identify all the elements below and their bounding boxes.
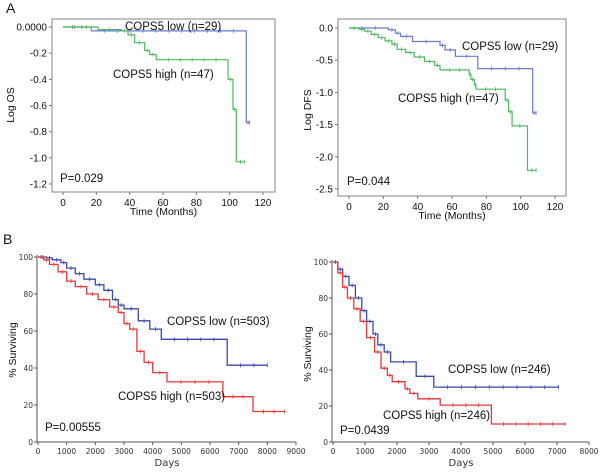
x-tick-label: 2000 <box>86 447 105 456</box>
y-tick-label: 0.0 <box>319 24 333 35</box>
y-axis-label: % Surviving <box>302 326 314 382</box>
survival-curve-low <box>38 256 268 366</box>
series-label-low: COPS5 low (n=246) <box>448 364 551 376</box>
x-tick-label: 60 <box>157 198 169 209</box>
x-tick-label: 5000 <box>483 447 502 456</box>
y-tick-label: 80 <box>23 290 33 299</box>
x-tick-label: 4000 <box>143 447 162 456</box>
x-tick-label: 9000 <box>286 447 305 456</box>
y-tick-label: 60 <box>318 330 328 339</box>
series-label-high: COPS5 high (n=503) <box>118 391 225 403</box>
y-tick-label: 40 <box>23 364 33 373</box>
x-tick-label: 0 <box>331 447 336 456</box>
x-tick-label: 8000 <box>258 447 277 456</box>
panel-label-b: B <box>3 231 12 247</box>
x-tick-label: 20 <box>378 202 390 213</box>
x-tick-label: 4000 <box>451 447 470 456</box>
y-tick-label: -0.5 <box>316 56 334 67</box>
series-label-high: COPS5 high (n=246) <box>383 410 490 422</box>
survival-curve-low <box>349 27 537 114</box>
x-axis-label: Days <box>449 458 474 469</box>
x-tick-label: 120 <box>547 202 564 213</box>
series-label-low: COPS5 low (n=503) <box>167 316 270 328</box>
x-tick-label: 60 <box>446 202 458 213</box>
y-tick-label: -1.0 <box>316 88 334 99</box>
x-tick-label: 6000 <box>200 447 219 456</box>
x-axis-label: Time (Months) <box>418 210 485 222</box>
x-tick-label: 3000 <box>419 447 438 456</box>
chart-log-os: 0.0000 -0.2 -0.4 -0.6 -0.8 -1.0 -1.2 0 20 40 60 80 1… <box>5 18 276 218</box>
y-tick-label: 0 <box>28 438 33 447</box>
series-label-high: COPS5 high (n=47) <box>113 69 214 81</box>
plot-frame <box>51 18 276 193</box>
y-tick-label: -0.4 <box>30 75 48 86</box>
y-tick-label: 100 <box>314 258 329 267</box>
series-label-high: COPS5 high (n=47) <box>398 93 499 105</box>
panel-label-a: A <box>6 0 16 16</box>
p-value: P=0.0439 <box>340 425 390 437</box>
y-tick-label: 20 <box>23 401 33 410</box>
y-tick-label: 0 <box>323 438 328 447</box>
x-tick-label: 1000 <box>57 447 76 456</box>
y-tick-label: -0.2 <box>30 49 48 60</box>
chart-log-dfs: 0.0 -0.5 -1.0 -1.5 -2.0 -2.5 0 20 40 60 80 100 120 Ti… <box>302 18 567 222</box>
y-tick-label: 100 <box>19 253 34 262</box>
x-tick-label: 8000 <box>579 447 598 456</box>
series-label-low: COPS5 low (n=29) <box>125 21 221 33</box>
x-tick-label: 7000 <box>547 447 566 456</box>
survival-curve-high <box>63 26 245 163</box>
x-tick-label: 0 <box>346 202 352 213</box>
y-tick-label: -0.6 <box>30 101 48 112</box>
y-axis-label: % Surviving <box>7 322 19 378</box>
x-axis-label: Days <box>155 458 180 469</box>
y-tick-label: -0.8 <box>30 127 48 138</box>
y-tick-label: -2.0 <box>316 152 334 163</box>
x-tick-label: 100 <box>221 198 238 209</box>
x-tick-label: 7000 <box>229 447 248 456</box>
x-tick-label: 0 <box>36 447 41 456</box>
y-tick-label: 0.0000 <box>16 23 47 34</box>
x-tick-label: 0 <box>60 198 66 209</box>
x-tick-label: 2000 <box>387 447 406 456</box>
y-tick-label: -1.5 <box>316 120 334 131</box>
x-tick-label: 80 <box>191 198 203 209</box>
x-tick-label: 6000 <box>515 447 534 456</box>
p-value: P=0.044 <box>347 176 391 188</box>
x-tick-label: 120 <box>255 198 272 209</box>
survival-curve-high <box>333 261 565 425</box>
y-tick-label: -1.2 <box>30 180 48 191</box>
x-axis-label: Time (Months) <box>130 206 197 218</box>
survival-curve-high <box>38 256 285 413</box>
x-tick-label: 40 <box>412 202 424 213</box>
x-tick-label: 20 <box>91 198 103 209</box>
x-tick-label: 5000 <box>172 447 191 456</box>
x-tick-label: 100 <box>512 202 529 213</box>
x-tick-label: 3000 <box>114 447 133 456</box>
y-tick-label: -1.0 <box>30 153 48 164</box>
y-axis-label: Log DFS <box>302 89 314 130</box>
y-tick-label: 40 <box>318 366 328 375</box>
y-tick-label: 60 <box>23 327 33 336</box>
y-tick-label: 20 <box>318 402 328 411</box>
p-value: P=0.029 <box>60 173 103 185</box>
x-tick-label: 1000 <box>355 447 374 456</box>
p-value: P=0.00555 <box>45 422 101 434</box>
y-axis-label: Log OS <box>5 87 17 123</box>
series-label-low: COPS5 low (n=29) <box>462 41 558 53</box>
x-tick-label: 80 <box>481 202 493 213</box>
y-tick-label: 80 <box>318 294 328 303</box>
y-tick-label: -2.5 <box>316 185 334 196</box>
x-tick-label: 40 <box>124 198 136 209</box>
